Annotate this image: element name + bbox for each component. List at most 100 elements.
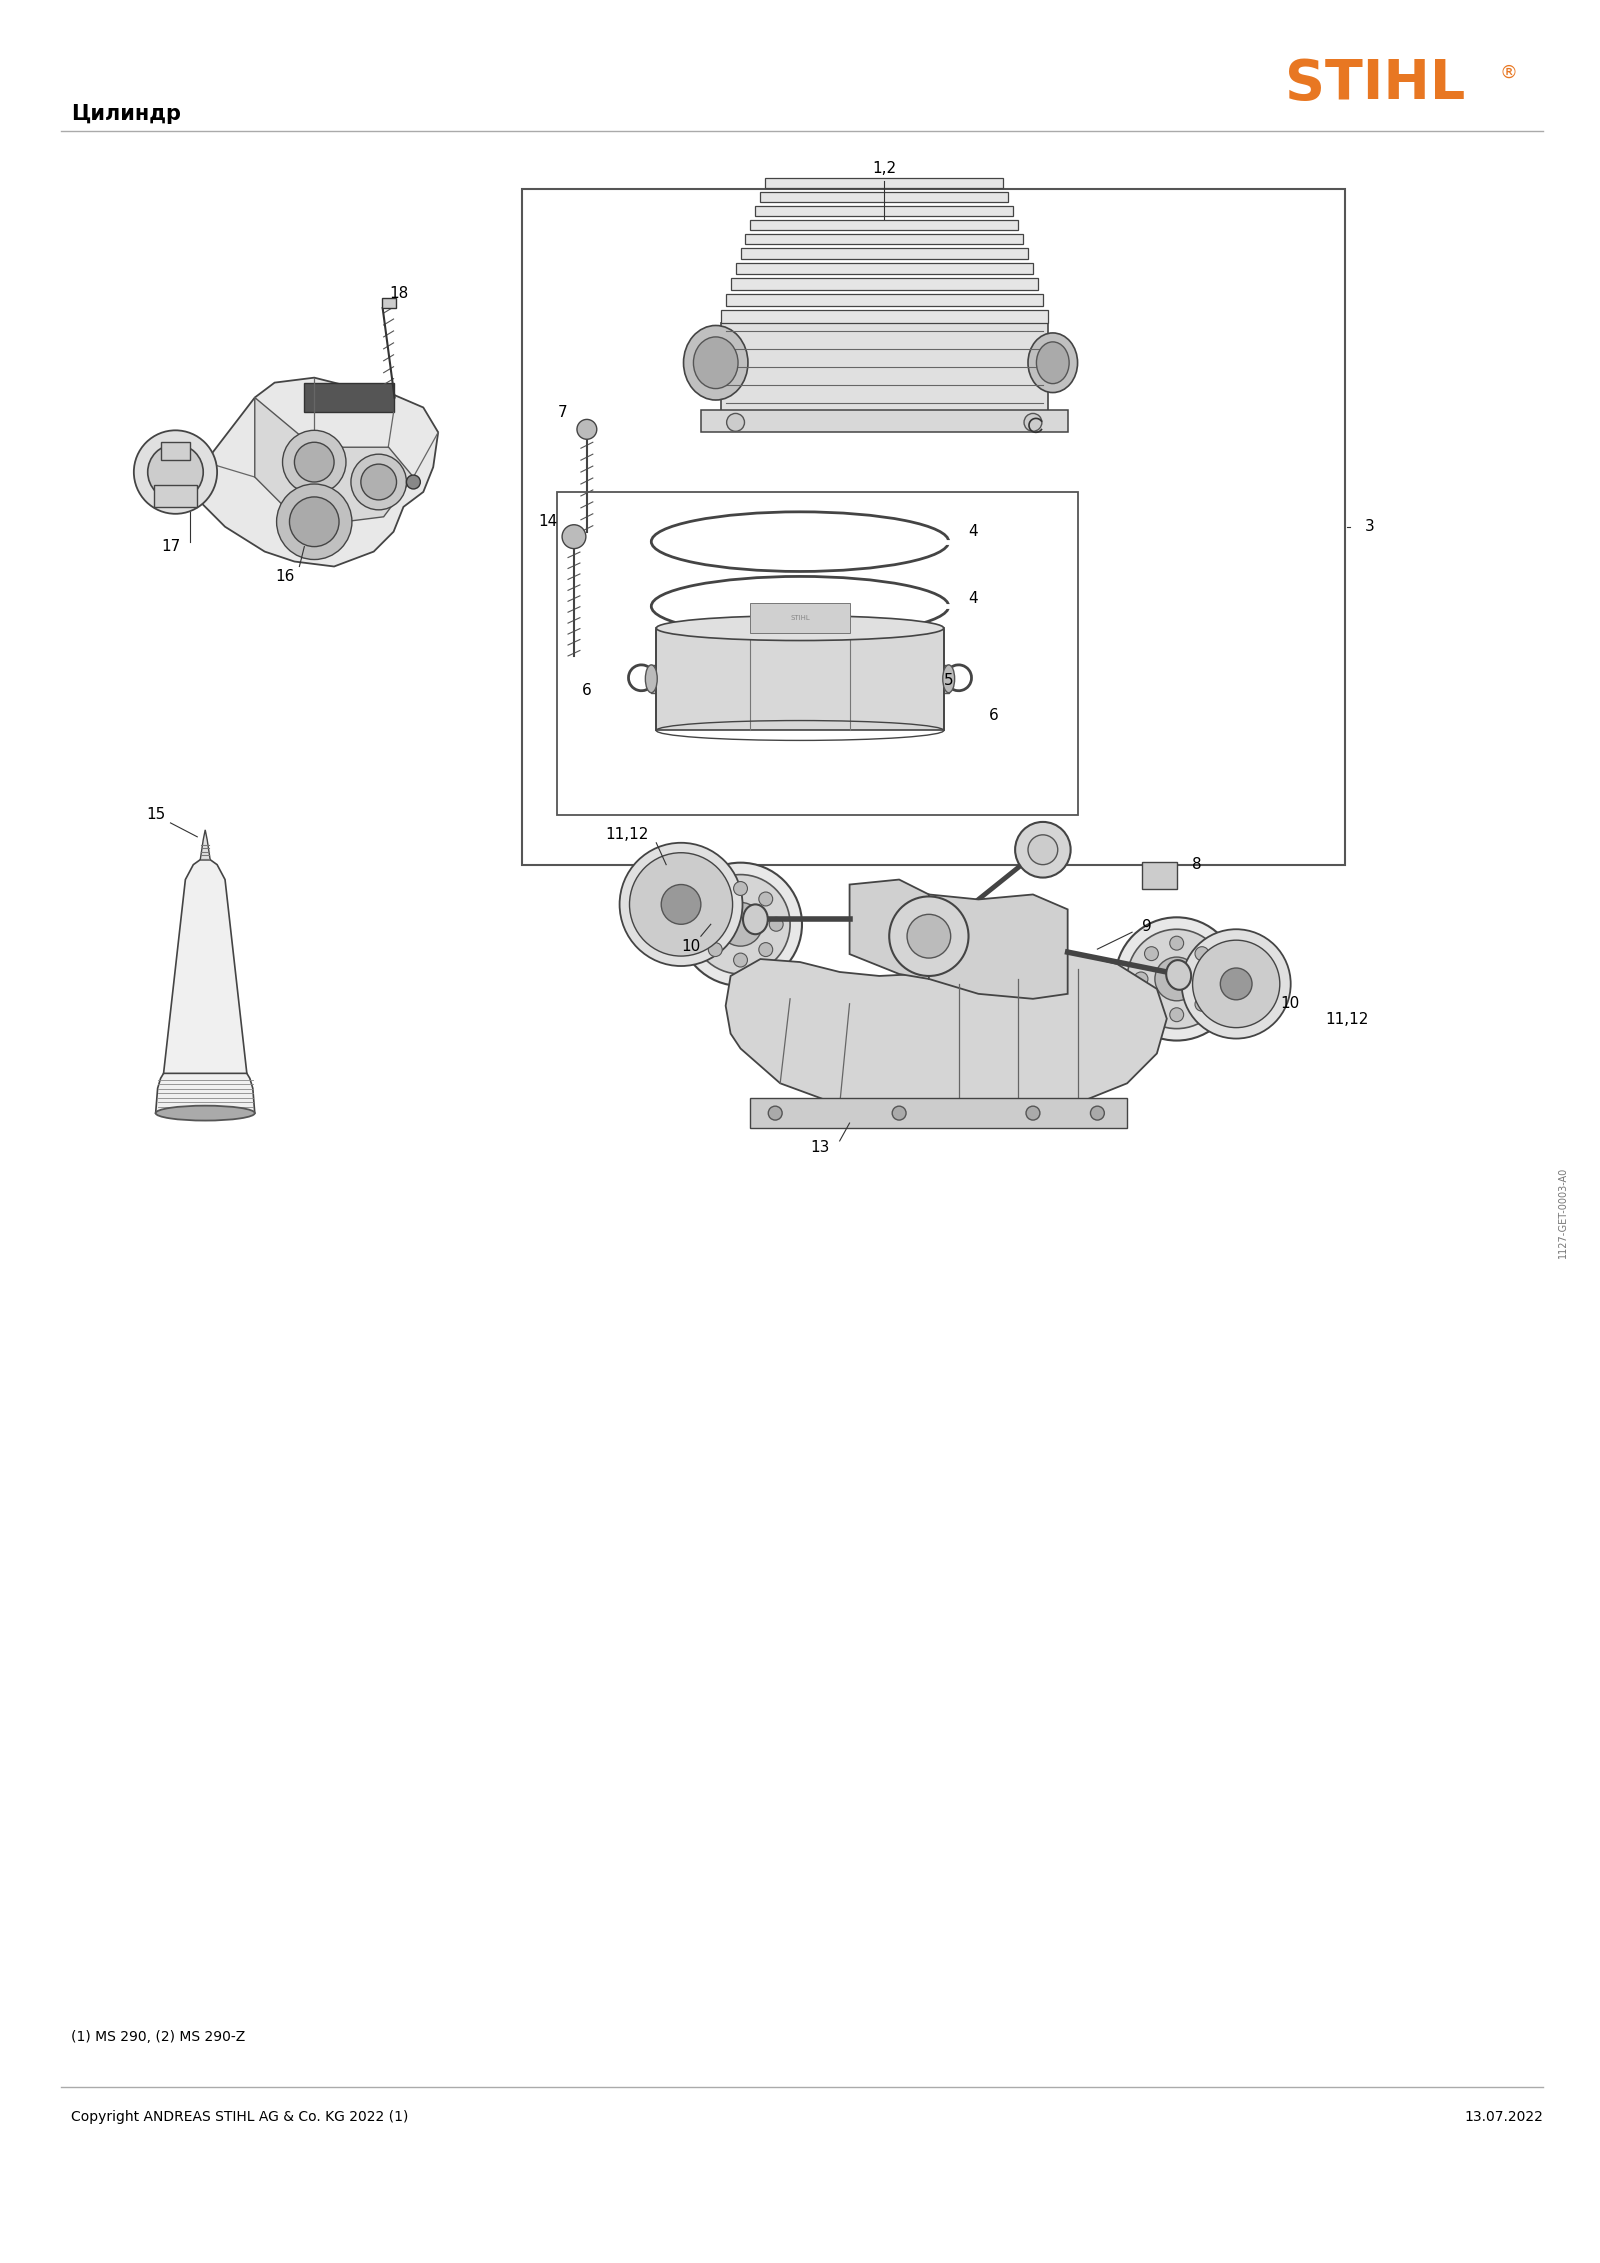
Circle shape — [362, 464, 397, 500]
Circle shape — [678, 862, 802, 987]
Text: 10: 10 — [1280, 996, 1301, 1012]
Circle shape — [1014, 821, 1070, 878]
Ellipse shape — [693, 337, 738, 389]
Circle shape — [661, 885, 701, 923]
Circle shape — [147, 444, 203, 500]
Circle shape — [1029, 835, 1058, 864]
Text: 13.07.2022: 13.07.2022 — [1464, 2109, 1544, 2125]
Circle shape — [733, 883, 747, 896]
Bar — [750, 220, 1018, 229]
Circle shape — [1091, 1107, 1104, 1120]
Circle shape — [406, 475, 421, 489]
Circle shape — [1126, 930, 1226, 1030]
Text: 1,2: 1,2 — [872, 161, 896, 177]
Text: 4: 4 — [968, 525, 978, 539]
Polygon shape — [200, 831, 210, 860]
Circle shape — [893, 1107, 906, 1120]
Text: 7: 7 — [557, 405, 566, 421]
Ellipse shape — [1166, 960, 1190, 989]
Text: (1) MS 290, (2) MS 290-Z: (1) MS 290, (2) MS 290-Z — [72, 2030, 246, 2043]
Circle shape — [733, 953, 747, 966]
Circle shape — [619, 842, 742, 966]
Text: 9: 9 — [1142, 919, 1152, 935]
Ellipse shape — [656, 616, 944, 640]
Text: ®: ® — [1499, 63, 1518, 81]
Circle shape — [1205, 973, 1219, 987]
Circle shape — [294, 441, 334, 482]
Text: 14: 14 — [538, 514, 557, 530]
Text: 17: 17 — [162, 539, 181, 554]
Circle shape — [1155, 957, 1198, 1000]
Circle shape — [629, 853, 733, 955]
Circle shape — [1115, 917, 1238, 1041]
Circle shape — [709, 892, 722, 905]
Circle shape — [691, 874, 790, 973]
Circle shape — [1195, 946, 1210, 960]
Circle shape — [768, 1107, 782, 1120]
Bar — [701, 410, 1067, 432]
Circle shape — [1170, 937, 1184, 950]
Circle shape — [1195, 998, 1210, 1012]
Bar — [154, 484, 197, 507]
Ellipse shape — [645, 665, 658, 692]
Text: 18: 18 — [389, 285, 408, 301]
Bar — [731, 278, 1038, 290]
Ellipse shape — [942, 665, 955, 692]
Circle shape — [1170, 1007, 1184, 1021]
Polygon shape — [930, 894, 1067, 998]
Polygon shape — [726, 953, 1166, 1118]
Circle shape — [134, 430, 218, 514]
Text: 8: 8 — [1192, 858, 1202, 871]
Text: 11,12: 11,12 — [605, 828, 648, 842]
Text: 13: 13 — [810, 1141, 829, 1156]
Circle shape — [758, 944, 773, 957]
Bar — [750, 1098, 1126, 1127]
Text: 6: 6 — [989, 708, 998, 724]
Polygon shape — [163, 860, 246, 1073]
Circle shape — [1144, 998, 1158, 1012]
Circle shape — [1144, 946, 1158, 960]
Bar — [746, 233, 1022, 244]
Bar — [736, 263, 1034, 274]
Circle shape — [290, 498, 339, 548]
Circle shape — [1192, 939, 1280, 1027]
Ellipse shape — [1037, 342, 1069, 385]
Polygon shape — [195, 378, 438, 566]
Bar — [523, 188, 1346, 864]
Text: 16: 16 — [275, 568, 294, 584]
Text: 1127-GET-0003-A0: 1127-GET-0003-A0 — [1558, 1168, 1568, 1258]
Text: Цилиндр: Цилиндр — [72, 104, 181, 124]
Circle shape — [283, 430, 346, 493]
Text: Copyright ANDREAS STIHL AG & Co. KG 2022 (1): Copyright ANDREAS STIHL AG & Co. KG 2022… — [72, 2109, 408, 2125]
Bar — [1142, 862, 1176, 889]
Bar — [720, 310, 1048, 324]
Circle shape — [1134, 973, 1147, 987]
Circle shape — [350, 455, 406, 509]
Text: 10: 10 — [682, 939, 701, 953]
Circle shape — [562, 525, 586, 548]
Polygon shape — [155, 1070, 254, 1113]
Bar — [755, 206, 1013, 215]
Text: 4: 4 — [968, 591, 978, 606]
Bar — [760, 192, 1008, 201]
Circle shape — [277, 484, 352, 559]
Polygon shape — [850, 880, 930, 980]
Text: 3: 3 — [1365, 518, 1374, 534]
Circle shape — [698, 917, 712, 932]
Polygon shape — [254, 398, 413, 527]
Circle shape — [726, 414, 744, 432]
Ellipse shape — [742, 905, 768, 935]
Circle shape — [890, 896, 968, 975]
Circle shape — [709, 944, 722, 957]
Bar — [557, 491, 1077, 815]
Text: 11,12: 11,12 — [1325, 1012, 1368, 1027]
Circle shape — [1024, 414, 1042, 432]
Circle shape — [1221, 969, 1253, 1000]
Bar — [160, 441, 190, 459]
Bar — [720, 324, 1048, 412]
Ellipse shape — [155, 1107, 254, 1120]
Bar — [651, 665, 949, 692]
Bar — [750, 604, 850, 634]
Circle shape — [907, 914, 950, 957]
Text: STIHL: STIHL — [790, 616, 810, 620]
